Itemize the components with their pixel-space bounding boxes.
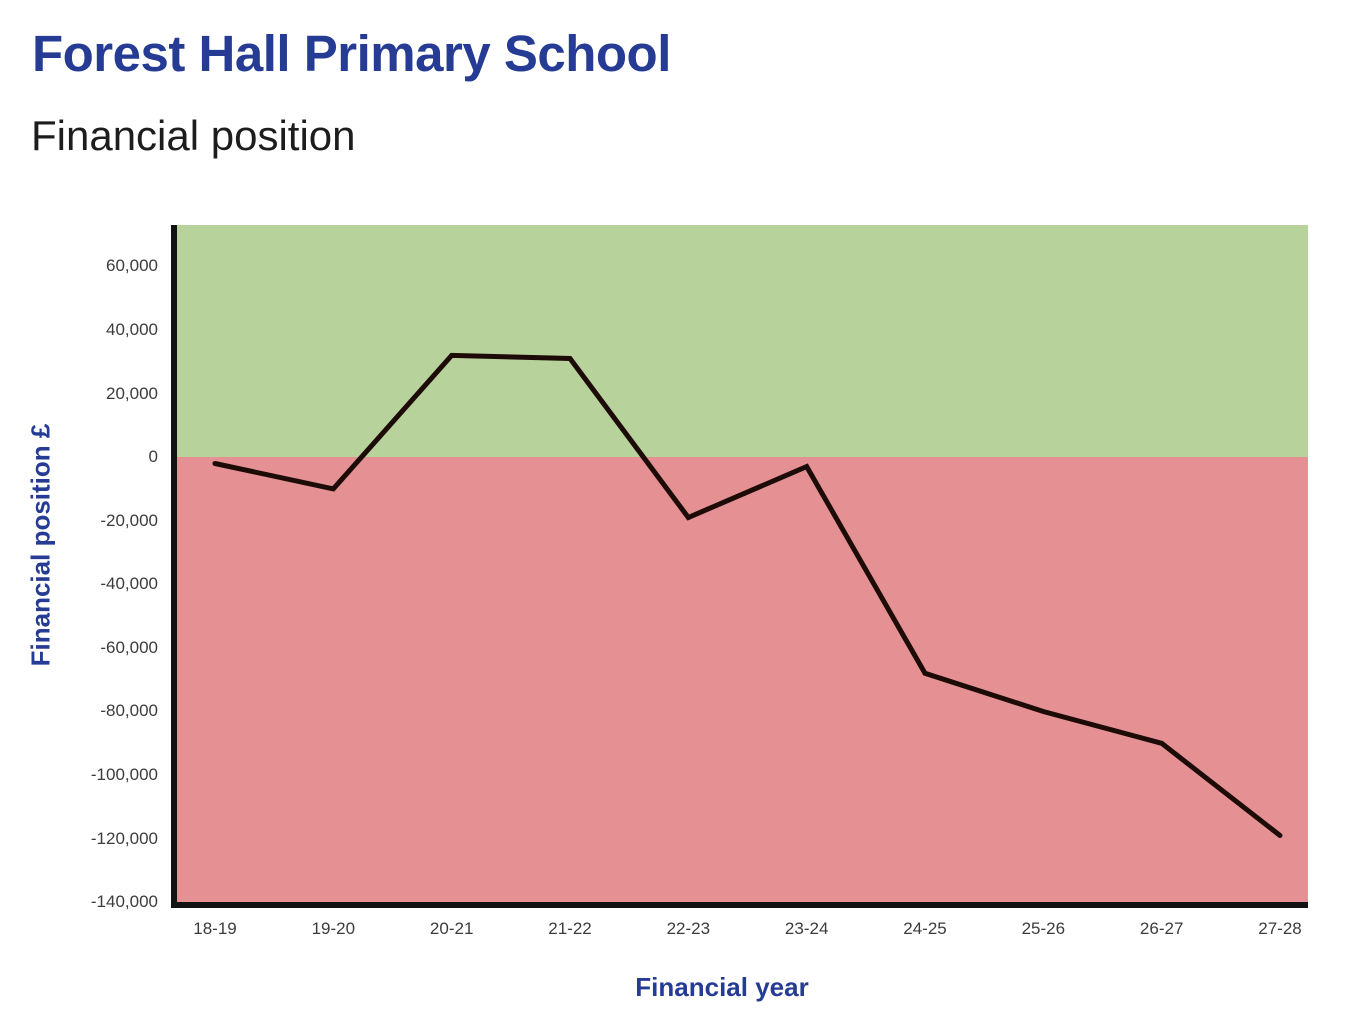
y-tick-label: 60,000 <box>106 256 158 276</box>
plot-area <box>177 225 1308 907</box>
x-tick-label: 25-26 <box>1021 919 1066 938</box>
x-tick-label: 22-23 <box>666 919 711 938</box>
x-tick-label: 18-19 <box>193 919 237 938</box>
y-axis-tick-labels: 60,000 40,000 20,000 0 -20,000 -40,000 -60,000… <box>0 225 158 911</box>
x-tick-label: 27-28 <box>1258 919 1302 938</box>
y-tick-label: -60,000 <box>100 637 158 657</box>
trend-line <box>212 352 1283 838</box>
y-tick-label: -100,000 <box>90 765 158 785</box>
trend-line-layer <box>212 352 1283 838</box>
y-tick-label: 40,000 <box>106 319 158 339</box>
y-axis-line <box>171 225 177 908</box>
chart-subtitle: Financial position <box>31 112 356 159</box>
deficit-zone <box>177 457 1308 907</box>
y-tick-label: -20,000 <box>100 510 158 530</box>
x-axis-line <box>171 902 1308 908</box>
y-tick-label: -120,000 <box>90 828 158 848</box>
x-tick-label: 26-27 <box>1139 919 1184 938</box>
y-tick-label: 0 <box>148 447 158 467</box>
x-tick-label: 21-22 <box>548 919 592 938</box>
x-tick-label: 23-24 <box>784 919 829 938</box>
y-tick-label: -80,000 <box>100 701 158 721</box>
x-tick-label: 24-25 <box>903 919 947 938</box>
x-axis-tick-labels: 18-19 19-20 20-21 21-22 22-23 23-24 24-25 25-26… <box>177 917 1308 941</box>
y-tick-label: -40,000 <box>100 574 158 594</box>
y-tick-label: -140,000 <box>90 892 158 912</box>
x-axis-title: Financial year <box>635 972 809 1002</box>
y-tick-label: 20,000 <box>106 383 158 403</box>
chart-title: Forest Hall Primary School <box>32 25 671 82</box>
x-tick-label: 20-21 <box>429 919 474 938</box>
surplus-zone <box>177 225 1308 458</box>
x-tick-label: 19-20 <box>311 919 356 938</box>
